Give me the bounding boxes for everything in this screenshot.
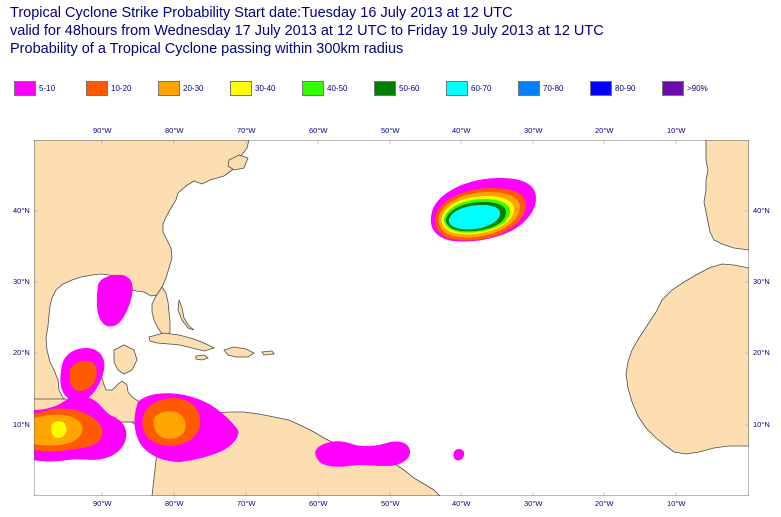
legend-label: >90% (687, 84, 708, 93)
legend-swatch (302, 81, 324, 96)
longitude-label-top: 90°W (93, 126, 112, 135)
title-line-3: Probability of a Tropical Cyclone passin… (10, 41, 404, 57)
small-5-10 (453, 449, 465, 461)
yucatan-land (113, 344, 138, 375)
legend-swatch (590, 81, 612, 96)
longitude-label-top: 50°W (381, 126, 400, 135)
longitude-label-top: 80°W (165, 126, 184, 135)
legend-swatch (230, 81, 252, 96)
longitude-label-bottom: 40°W (452, 499, 471, 508)
mexico-10-20 (70, 360, 97, 392)
longitude-label-bottom: 50°W (381, 499, 400, 508)
latitude-label-right: 10°N (753, 420, 770, 429)
bahamas-land (177, 299, 195, 331)
legend-label: 30-40 (255, 84, 276, 93)
title-line-2: valid for 48hours from Wednesday 17 July… (10, 23, 604, 39)
legend-label: 80-90 (615, 84, 636, 93)
latitude-label-right: 40°N (753, 206, 770, 215)
legend-label: 50-60 (399, 84, 420, 93)
legend-swatch (14, 81, 36, 96)
longitude-label-bottom: 20°W (595, 499, 614, 508)
longitude-label-top: 40°W (452, 126, 471, 135)
probability-contours (34, 178, 536, 467)
newfoundland-land (227, 154, 249, 171)
hispaniola-land (223, 346, 255, 358)
legend-label: 40-50 (327, 84, 348, 93)
legend-swatch (446, 81, 468, 96)
latitude-label-right: 30°N (753, 277, 770, 286)
legend-label: 70-80 (543, 84, 564, 93)
longitude-label-bottom: 70°W (237, 499, 256, 508)
longitude-label-top: 20°W (595, 126, 614, 135)
grid-ticks (34, 140, 749, 496)
title-line-1: Tropical Cyclone Strike Probability Star… (10, 5, 513, 21)
latitude-label-left: 10°N (13, 420, 30, 429)
longitude-label-top: 30°W (524, 126, 543, 135)
coast-5-10 (315, 441, 410, 467)
legend-swatch (86, 81, 108, 96)
legend-swatch (662, 81, 684, 96)
legend-swatch (374, 81, 396, 96)
cuba-land (148, 332, 216, 352)
longitude-label-bottom: 80°W (165, 499, 184, 508)
strike-probability-map (34, 140, 749, 496)
legend-swatch (518, 81, 540, 96)
legend-swatch (158, 81, 180, 96)
latitude-label-left: 20°N (13, 348, 30, 357)
longitude-label-top: 70°W (237, 126, 256, 135)
puerto-rico-land (261, 350, 275, 356)
longitude-label-top: 60°W (309, 126, 328, 135)
longitude-label-top: 10°W (667, 126, 686, 135)
southwest-30-40 (51, 421, 67, 438)
latitude-label-right: 20°N (753, 348, 770, 357)
longitude-label-bottom: 90°W (93, 499, 112, 508)
iberia-land (703, 140, 749, 251)
longitude-label-bottom: 10°W (667, 499, 686, 508)
atlantic-60-70 (448, 205, 501, 230)
legend-label: 20-30 (183, 84, 204, 93)
jamaica-land (195, 354, 209, 361)
legend-label: 60-70 (471, 84, 492, 93)
longitude-label-bottom: 30°W (524, 499, 543, 508)
latitude-label-left: 40°N (13, 206, 30, 215)
legend-label: 5-10 (39, 84, 56, 93)
legend-label: 10-20 (111, 84, 132, 93)
caribbean-20-30 (153, 411, 186, 439)
africa-land (625, 263, 749, 455)
gulf-5-10 (96, 274, 133, 327)
longitude-label-bottom: 60°W (309, 499, 328, 508)
latitude-label-left: 30°N (13, 277, 30, 286)
